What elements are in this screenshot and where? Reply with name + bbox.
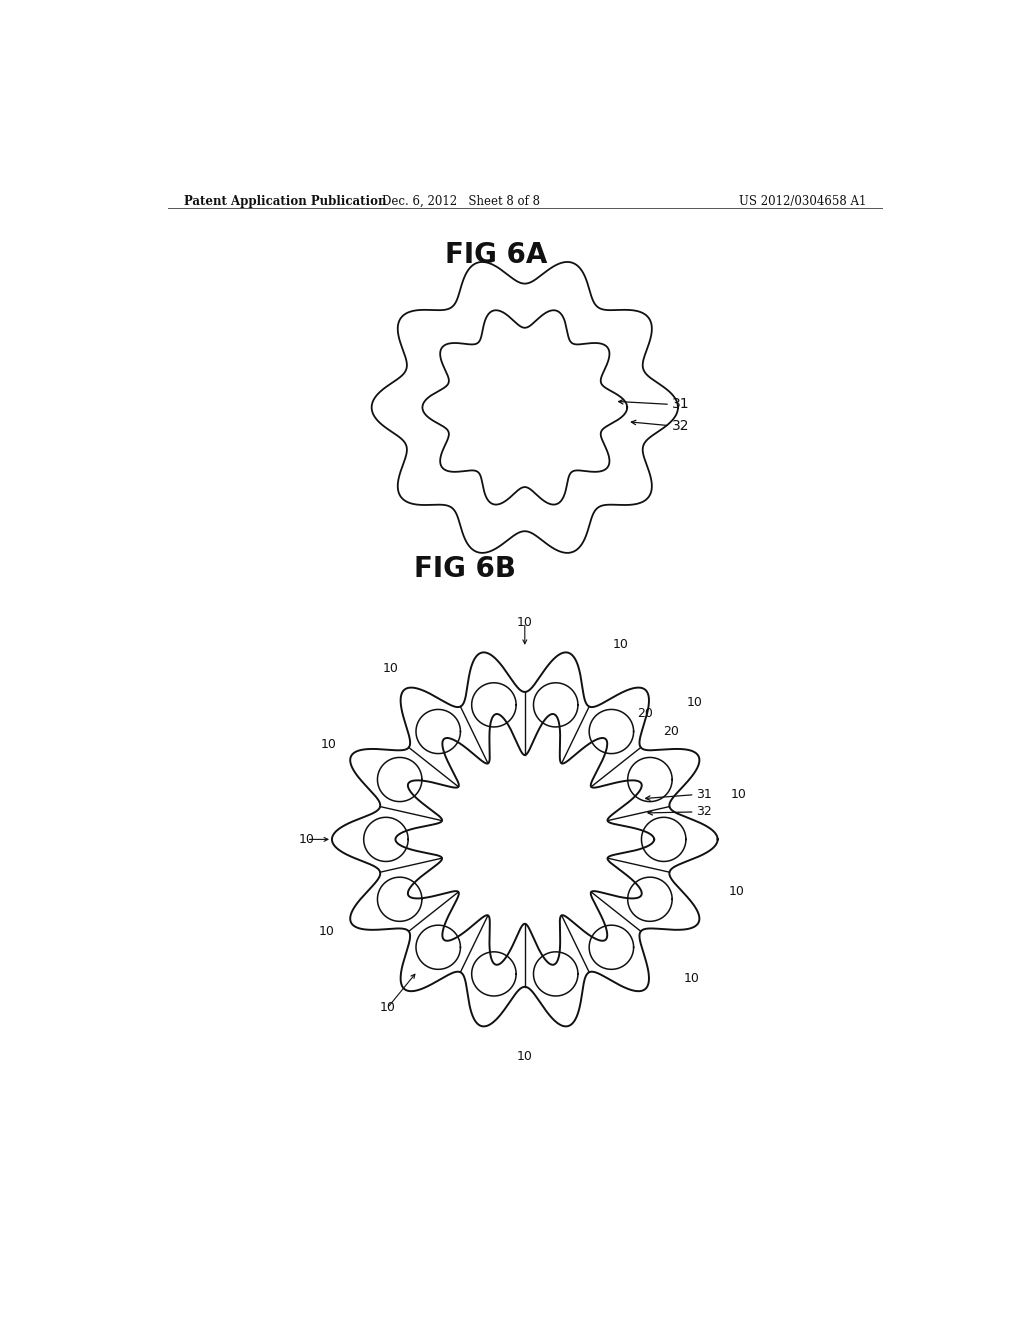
Text: 10: 10 bbox=[321, 738, 337, 751]
Text: 10: 10 bbox=[729, 886, 744, 899]
Text: 10: 10 bbox=[517, 1049, 532, 1063]
Text: 31: 31 bbox=[696, 788, 712, 801]
Text: 10: 10 bbox=[380, 1002, 395, 1014]
Text: Dec. 6, 2012   Sheet 8 of 8: Dec. 6, 2012 Sheet 8 of 8 bbox=[382, 194, 541, 207]
Text: 20: 20 bbox=[637, 706, 652, 719]
Text: 10: 10 bbox=[612, 638, 629, 651]
Text: Patent Application Publication: Patent Application Publication bbox=[183, 194, 386, 207]
Text: 10: 10 bbox=[684, 973, 700, 985]
Text: 10: 10 bbox=[319, 924, 335, 937]
Text: 32: 32 bbox=[696, 805, 712, 818]
Text: 10: 10 bbox=[730, 788, 746, 801]
Text: 10: 10 bbox=[517, 616, 532, 630]
Text: 20: 20 bbox=[663, 725, 679, 738]
Text: US 2012/0304658 A1: US 2012/0304658 A1 bbox=[738, 194, 866, 207]
Text: 32: 32 bbox=[672, 418, 689, 433]
Text: FIG 6B: FIG 6B bbox=[414, 554, 516, 583]
Text: FIG 6A: FIG 6A bbox=[445, 242, 548, 269]
Text: 10: 10 bbox=[383, 663, 398, 675]
Text: 10: 10 bbox=[299, 833, 314, 846]
Text: 10: 10 bbox=[686, 697, 702, 709]
Text: 31: 31 bbox=[672, 397, 689, 412]
